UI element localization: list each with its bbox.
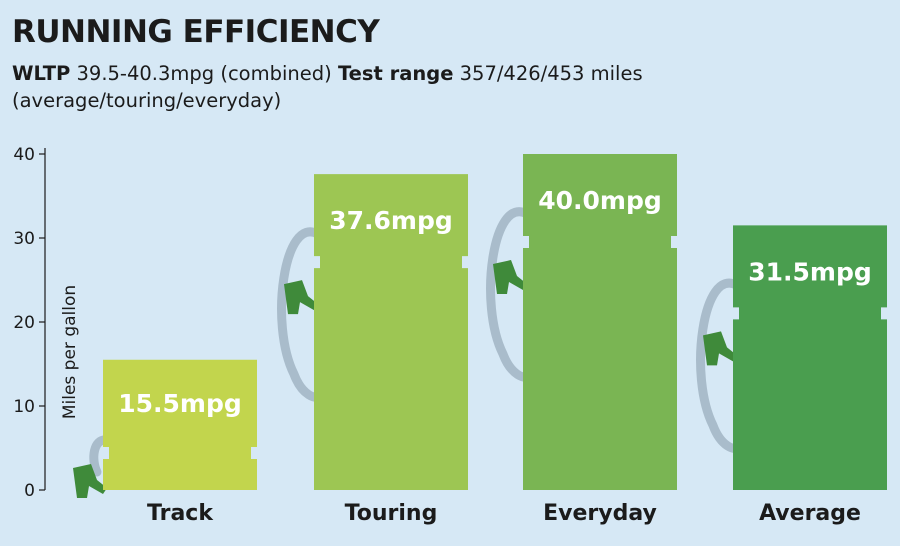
chart-title: RUNNING EFFICIENCY — [12, 14, 380, 50]
y-tick-label: 20 — [13, 313, 35, 333]
bar — [314, 174, 468, 490]
wltp-value: 39.5-40.3mpg (combined) — [76, 62, 332, 85]
category-label: Everyday — [543, 501, 657, 526]
y-axis-label: Miles per gallon — [60, 285, 80, 419]
bar-value-label: 31.5mpg — [748, 257, 872, 286]
y-tick-label: 30 — [13, 229, 35, 249]
chart-subtitle: WLTP 39.5-40.3mpg (combined) Test range … — [12, 60, 892, 114]
fuel-nozzle — [284, 280, 318, 315]
category-label: Track — [147, 501, 214, 526]
category-label: Touring — [345, 501, 438, 526]
fuel-nozzle — [73, 464, 107, 498]
bar — [733, 225, 887, 490]
wltp-label: WLTP — [12, 62, 71, 85]
y-tick-label: 40 — [13, 145, 35, 165]
bar-value-label: 15.5mpg — [118, 389, 242, 418]
bar-value-label: 37.6mpg — [329, 206, 453, 235]
test-range-value: 357/426/453 miles (average/touring/every… — [12, 62, 643, 112]
test-range-label: Test range — [337, 62, 454, 85]
bar — [103, 359, 257, 490]
fuel-nozzle — [703, 331, 737, 366]
bar-value-label: 40.0mpg — [538, 186, 662, 215]
y-tick-label: 10 — [13, 397, 35, 417]
bar — [523, 154, 677, 490]
fuel-nozzle — [493, 260, 527, 294]
category-label: Average — [759, 501, 861, 526]
y-tick-label: 0 — [24, 481, 35, 501]
